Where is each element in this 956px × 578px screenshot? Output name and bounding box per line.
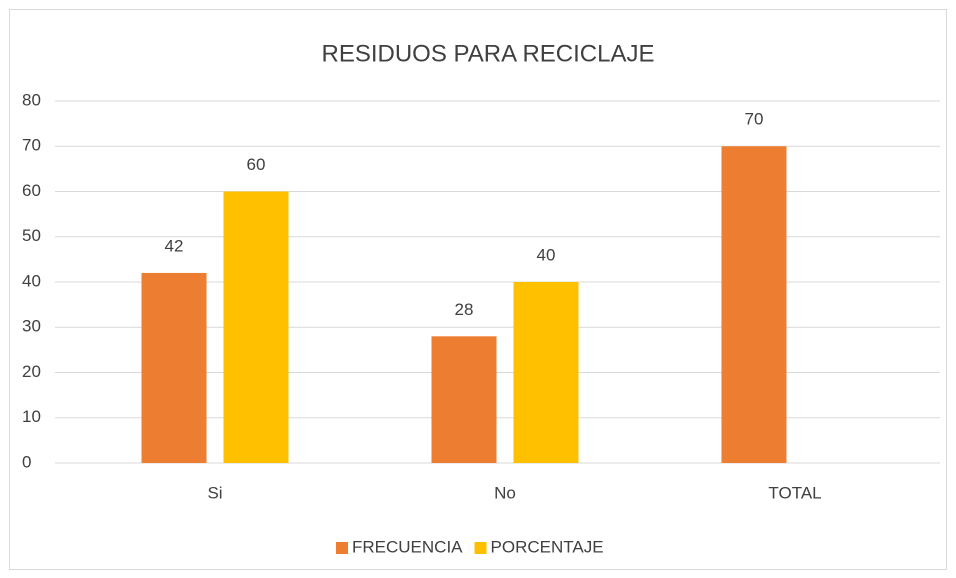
legend-label: PORCENTAJE: [491, 537, 604, 556]
x-tick-label: TOTAL: [768, 483, 821, 502]
y-tick-label: 30: [22, 317, 41, 336]
bar: [141, 272, 207, 463]
chart-title: RESIDUOS PARA RECICLAJE: [322, 40, 655, 67]
data-label: 40: [537, 245, 556, 264]
y-tick-label: 80: [22, 90, 41, 109]
legend-swatch: [336, 542, 348, 554]
data-label: 60: [247, 155, 266, 174]
legend-swatch: [474, 542, 487, 554]
bar: [431, 336, 497, 463]
y-tick-label: 20: [22, 362, 41, 381]
data-label: 42: [165, 236, 184, 255]
legend-label: FRECUENCIA: [352, 537, 463, 556]
bar: [721, 146, 787, 463]
data-label: 70: [745, 110, 764, 129]
bar: [223, 191, 289, 463]
y-tick-label: 0: [22, 452, 31, 471]
y-tick-label: 60: [22, 181, 41, 200]
y-tick-label: 40: [22, 271, 41, 290]
bar: [513, 282, 579, 463]
y-tick-label: 70: [22, 136, 41, 155]
y-tick-label: 10: [22, 407, 41, 426]
x-tick-label: No: [494, 483, 516, 502]
data-label: 28: [455, 300, 474, 319]
y-tick-label: 50: [22, 226, 41, 245]
x-tick-label: Si: [207, 483, 222, 502]
